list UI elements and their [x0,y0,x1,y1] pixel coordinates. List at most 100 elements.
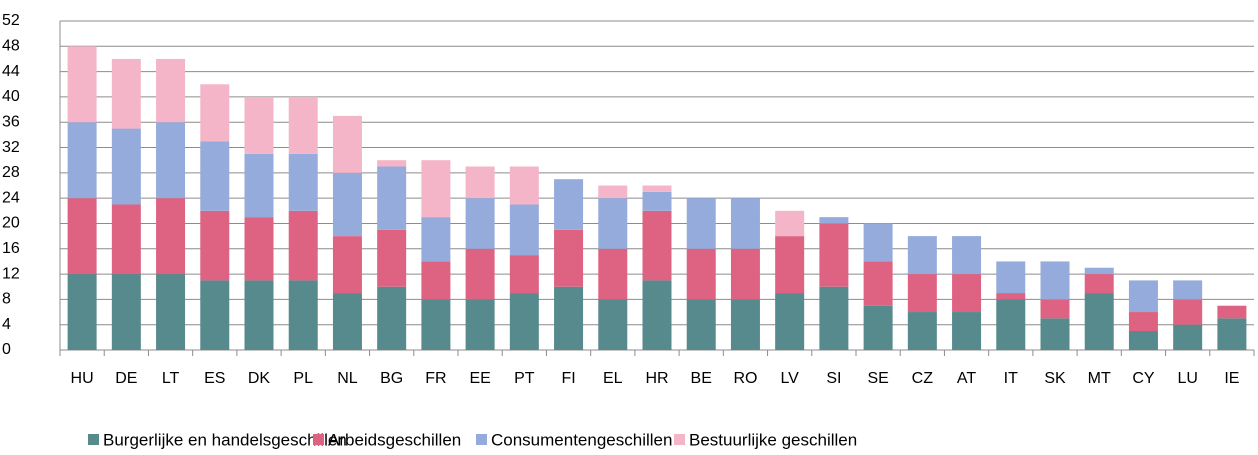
bar-segment [465,166,495,199]
bar-segment [421,217,451,262]
bar-segment [421,160,451,218]
x-tick-label: NL [337,370,358,387]
bar-segment [730,198,760,249]
y-tick-label: 16 [2,240,20,257]
y-tick-label: 0 [2,341,11,358]
bar-segment [377,160,407,167]
x-tick-label: BG [380,370,403,387]
bar-segment [156,198,186,275]
bar-segment [377,229,407,287]
bar-segment [598,185,628,199]
bar-segment [775,293,805,350]
bar-segment [554,229,584,287]
bar-segment [509,255,539,294]
bar-segment [156,58,186,123]
bar-segment [509,166,539,205]
bar-segment [288,280,318,350]
x-tick-label: AT [957,370,976,387]
y-tick-label: 44 [2,63,20,80]
x-tick-label: EE [469,370,490,387]
bar-segment [730,299,760,350]
legend-swatch [88,434,99,445]
bar-segment [1217,318,1247,350]
bar-segment [465,198,495,249]
bar-segment [332,115,362,173]
bar-segment [996,293,1026,300]
bar-segment [952,312,982,350]
x-tick-label: SI [826,370,841,387]
bar-segment [952,274,982,313]
x-tick-label: EL [603,370,623,387]
bar-segment [111,274,141,350]
bar-segment [642,191,672,211]
bar-segment [907,274,937,313]
bar-segment [509,204,539,256]
bar-segment [1084,274,1114,294]
bar-segment [67,122,97,199]
legend-swatch [476,434,487,445]
x-tick-label: PL [293,370,313,387]
bar-segment [332,293,362,350]
y-tick-label: 20 [2,215,20,232]
legend-label: Bestuurlijke geschillen [689,430,857,449]
y-tick-label: 8 [2,291,11,308]
x-tick-label: FI [561,370,575,387]
bar-segment [686,248,716,300]
bar-segment [465,248,495,300]
bar-segment [730,248,760,300]
x-tick-label: CZ [912,370,934,387]
x-tick-label: SE [867,370,888,387]
bar-segment [288,210,318,281]
bar-segment [200,141,230,211]
bar-segment [1040,261,1070,300]
legend-label: Consumentengeschillen [491,430,672,449]
x-tick-label: CY [1132,370,1155,387]
bar-segment [819,217,849,224]
bar-segment [863,305,893,350]
x-tick-label: FR [425,370,446,387]
x-tick-label: DE [115,370,137,387]
bar-segment [996,299,1026,350]
bar-segment [244,217,274,281]
bar-segment [200,210,230,281]
bar-segment [1128,331,1158,350]
bar-segment [332,172,362,237]
x-tick-label: LV [780,370,799,387]
bar-segment [952,236,982,275]
bar-segment [67,46,97,123]
bar-segment [1084,267,1114,275]
y-tick-label: 36 [2,113,20,130]
bar-segment [156,274,186,350]
bar-segment [244,153,274,218]
bar-segment [1040,299,1070,319]
bar-segment [509,293,539,350]
bar-segment [111,58,141,129]
bar-segment [686,299,716,350]
bar-segment [244,96,274,154]
x-tick-label: HR [645,370,668,387]
bar-segment [775,236,805,294]
bar-segment [598,248,628,300]
bar-segment [863,261,893,306]
x-tick-label: ES [204,370,225,387]
bar-segment [67,198,97,275]
x-tick-label: IT [1004,370,1018,387]
x-tick-label: RO [733,370,757,387]
bar-segment [819,286,849,350]
y-tick-label: 28 [2,164,20,181]
bar-segment [686,198,716,249]
bar-segment [1173,324,1203,350]
y-tick-label: 32 [2,139,20,156]
bar-segment [1084,293,1114,350]
bar-segment [996,261,1026,294]
bar-segment [377,286,407,350]
y-tick-label: 4 [2,316,11,333]
bar-segment [1040,318,1070,350]
bar-segment [421,299,451,350]
bar-segment [111,128,141,205]
x-tick-label: BE [691,370,712,387]
bar-segment [642,210,672,281]
x-tick-label: MT [1088,370,1111,387]
bar-segment [554,286,584,350]
